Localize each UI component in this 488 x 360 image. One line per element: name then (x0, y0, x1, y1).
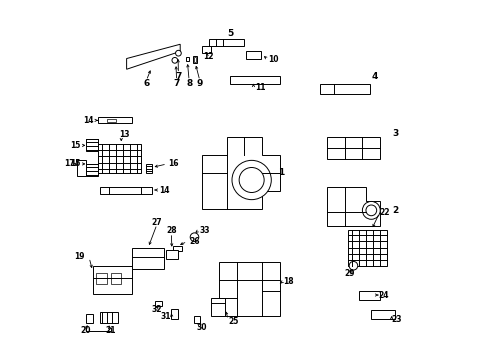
Bar (107, 118, 116, 122)
Polygon shape (100, 187, 151, 194)
Bar (193, 57, 196, 62)
Text: 14: 14 (83, 116, 93, 125)
Circle shape (175, 50, 181, 56)
Polygon shape (93, 266, 132, 294)
Text: 2: 2 (392, 206, 398, 215)
Polygon shape (319, 84, 369, 94)
Polygon shape (98, 117, 132, 123)
Text: 5: 5 (226, 29, 233, 38)
Text: 25: 25 (228, 316, 238, 325)
Text: 4: 4 (370, 72, 377, 81)
Polygon shape (219, 262, 280, 316)
Circle shape (348, 261, 357, 270)
Polygon shape (171, 309, 178, 319)
Text: 32: 32 (151, 305, 162, 314)
Circle shape (239, 167, 264, 193)
Polygon shape (98, 144, 141, 173)
Text: 7: 7 (173, 79, 180, 88)
Polygon shape (208, 39, 244, 46)
Text: 11: 11 (255, 83, 265, 92)
Text: 23: 23 (391, 315, 401, 324)
Polygon shape (85, 314, 93, 323)
Text: 20: 20 (80, 326, 91, 335)
Text: 6: 6 (143, 79, 149, 88)
Polygon shape (358, 291, 380, 300)
Polygon shape (185, 58, 189, 61)
Polygon shape (192, 56, 197, 63)
Polygon shape (126, 44, 180, 69)
Polygon shape (201, 137, 280, 208)
Text: 17: 17 (64, 159, 75, 168)
Text: 33: 33 (200, 225, 210, 234)
Polygon shape (146, 164, 151, 173)
Text: 21: 21 (105, 326, 116, 335)
Circle shape (172, 58, 177, 63)
Polygon shape (194, 316, 200, 323)
Text: 9: 9 (196, 79, 203, 88)
Polygon shape (326, 137, 380, 158)
Text: 18: 18 (283, 277, 293, 286)
Text: 13: 13 (120, 130, 130, 139)
Polygon shape (155, 301, 162, 306)
Polygon shape (165, 249, 178, 258)
Text: 26: 26 (189, 237, 199, 246)
Polygon shape (230, 76, 280, 84)
Text: 27: 27 (151, 218, 162, 227)
Text: 1: 1 (278, 168, 284, 177)
Text: 15: 15 (70, 159, 80, 168)
Text: 29: 29 (344, 269, 354, 278)
Circle shape (362, 202, 380, 219)
Polygon shape (326, 187, 380, 226)
Polygon shape (85, 139, 98, 152)
Text: 15: 15 (70, 141, 80, 150)
Polygon shape (370, 310, 394, 319)
Text: 24: 24 (378, 291, 388, 300)
Text: 7: 7 (175, 72, 181, 81)
Polygon shape (100, 312, 118, 323)
Text: 3: 3 (392, 129, 398, 138)
Text: 8: 8 (185, 79, 192, 88)
Bar (110, 273, 121, 284)
Polygon shape (85, 164, 98, 176)
Polygon shape (246, 51, 260, 59)
Polygon shape (77, 160, 85, 176)
Text: 12: 12 (203, 52, 214, 61)
Text: 14: 14 (159, 185, 169, 194)
Text: 28: 28 (165, 226, 176, 235)
Circle shape (365, 205, 376, 216)
Text: 22: 22 (379, 208, 389, 217)
Bar (96, 273, 107, 284)
Polygon shape (347, 230, 386, 266)
Text: 10: 10 (267, 55, 278, 64)
Polygon shape (201, 46, 210, 53)
Text: 31: 31 (161, 312, 171, 321)
Polygon shape (210, 298, 224, 316)
Text: 19: 19 (74, 252, 84, 261)
Polygon shape (173, 246, 182, 251)
Text: 16: 16 (167, 159, 178, 168)
Circle shape (231, 160, 271, 200)
Circle shape (190, 233, 198, 242)
Polygon shape (132, 248, 164, 269)
Text: 30: 30 (196, 323, 206, 332)
